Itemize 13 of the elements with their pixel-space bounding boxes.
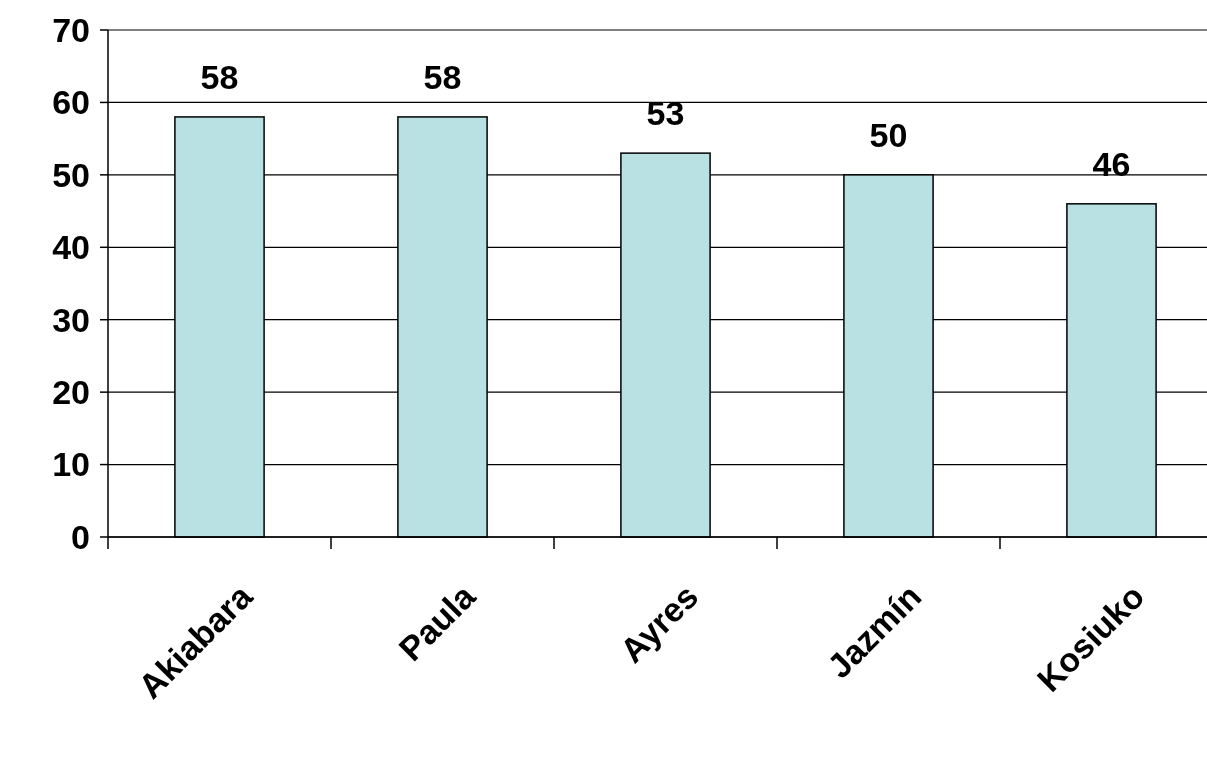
y-tick-label: 0 <box>71 517 90 556</box>
y-tick-label: 70 <box>52 10 90 49</box>
data-label: 58 <box>200 57 239 96</box>
data-label: 53 <box>646 94 685 133</box>
y-tick-label: 20 <box>52 373 90 412</box>
y-tick-label: 30 <box>52 300 90 339</box>
data-label: 46 <box>1092 144 1131 183</box>
data-label: 50 <box>869 115 908 154</box>
data-label: 58 <box>423 57 462 96</box>
y-tick-label: 40 <box>52 228 90 267</box>
y-tick-label: 50 <box>52 155 90 194</box>
y-tick-label: 60 <box>52 83 90 122</box>
y-tick-label: 10 <box>52 445 90 484</box>
